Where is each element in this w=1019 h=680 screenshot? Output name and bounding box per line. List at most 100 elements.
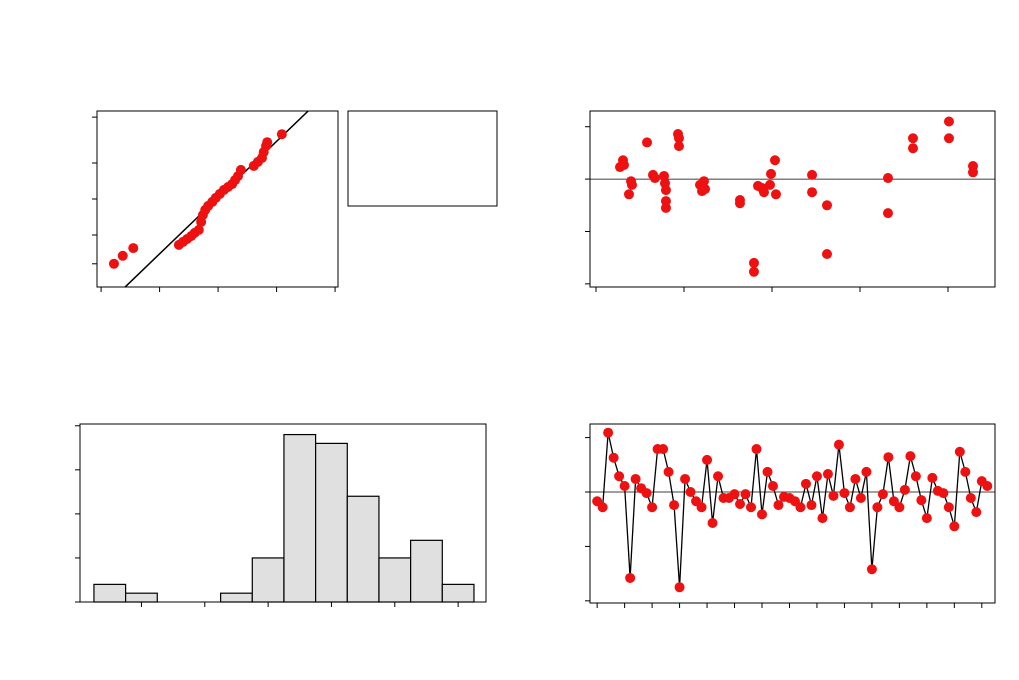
bar [125, 592, 158, 603]
data-point [748, 266, 759, 277]
data-point [128, 243, 139, 254]
data-point [927, 472, 938, 483]
data-point [806, 500, 817, 511]
data-point [921, 513, 932, 524]
data-point [660, 202, 671, 213]
data-point [660, 185, 671, 196]
data-point [807, 187, 818, 198]
data-point [746, 502, 757, 513]
panel [585, 423, 996, 608]
data-point [696, 502, 707, 513]
data-point [764, 179, 775, 190]
data-point [769, 155, 780, 166]
data-point [822, 469, 833, 480]
data-point [729, 489, 740, 500]
data-point [740, 489, 751, 500]
data-point [762, 466, 773, 477]
data-point [894, 502, 905, 513]
bar [283, 433, 317, 603]
data-point [262, 137, 273, 148]
data-point [642, 137, 653, 148]
bar [346, 495, 380, 603]
data-point [916, 495, 927, 506]
bar [315, 442, 348, 603]
data-point [698, 176, 709, 187]
data-point [757, 509, 768, 520]
data-point [821, 249, 832, 259]
legend-box [347, 110, 498, 207]
data-point [758, 187, 769, 198]
data-point [608, 452, 619, 463]
data-point [833, 439, 844, 450]
data-point [626, 179, 637, 190]
data-point [647, 502, 658, 513]
data-point [960, 466, 971, 477]
data-point [663, 466, 674, 477]
data-point [844, 502, 855, 513]
bar [410, 539, 443, 603]
data-point [117, 250, 128, 261]
data-point [866, 564, 877, 575]
data-point [735, 498, 746, 509]
data-point [748, 257, 759, 268]
data-point [702, 454, 713, 465]
data-point [766, 168, 777, 179]
data-point [674, 582, 685, 593]
data-point [713, 471, 724, 482]
data-point [193, 224, 204, 235]
data-point [817, 513, 828, 524]
data-point [630, 473, 641, 484]
data-point [821, 200, 832, 211]
data-point [910, 471, 921, 482]
data-point [850, 473, 861, 484]
data-point [767, 481, 778, 492]
data-point [108, 258, 119, 269]
data-point [907, 143, 918, 154]
data-point [669, 500, 680, 511]
data-point [872, 502, 883, 513]
data-point [795, 502, 806, 513]
data-point [641, 488, 652, 499]
bar [441, 583, 475, 603]
data-point [861, 466, 872, 477]
data-point [707, 518, 718, 529]
data-point [899, 484, 910, 495]
data-point [235, 164, 246, 175]
plot-area [589, 423, 996, 604]
data-point [603, 427, 614, 438]
panel [92, 110, 339, 292]
data-point [971, 507, 982, 518]
data-point [751, 444, 762, 455]
panel [75, 423, 487, 607]
data-point [597, 502, 608, 513]
data-point [907, 133, 918, 144]
data-point [618, 159, 629, 170]
bar [378, 557, 412, 603]
data-point [954, 446, 965, 457]
data-point [943, 133, 954, 144]
data-point [882, 173, 893, 184]
data-point [967, 167, 978, 178]
data-point [673, 133, 684, 144]
data-point [614, 471, 625, 482]
data-point [659, 170, 670, 181]
data-point [619, 481, 630, 492]
data-point [276, 129, 287, 140]
data-point [673, 141, 684, 152]
data-point [883, 452, 894, 463]
data-point [623, 189, 634, 200]
data-point [982, 481, 993, 492]
data-point [770, 189, 781, 200]
data-point [649, 173, 660, 184]
data-point [828, 490, 839, 501]
data-point [839, 488, 850, 499]
data-point [943, 116, 954, 127]
bar [93, 583, 127, 603]
data-point [965, 492, 976, 503]
panel [585, 110, 996, 292]
data-point [658, 444, 669, 455]
data-point [882, 208, 893, 219]
data-point [700, 184, 711, 195]
plot-area [589, 110, 996, 288]
